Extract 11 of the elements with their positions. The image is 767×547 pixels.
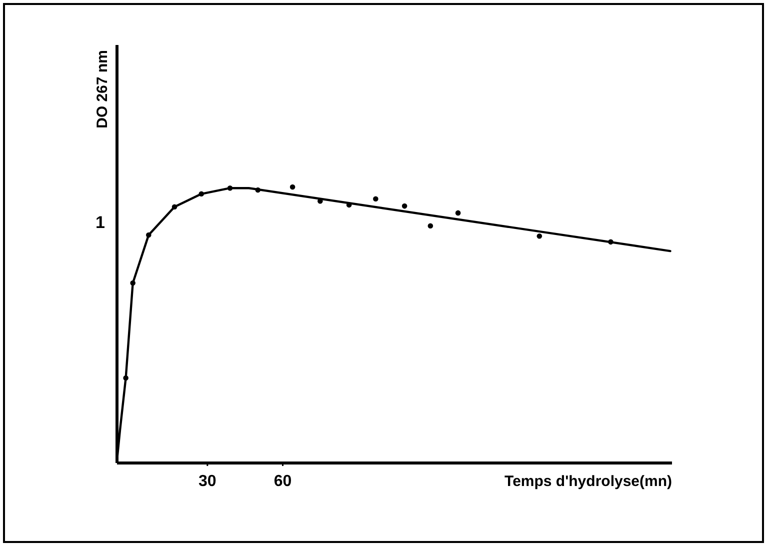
x-tick-label: 60 (274, 473, 292, 490)
point (428, 223, 434, 229)
point (290, 184, 296, 190)
text: 1 (96, 213, 105, 232)
x-axis-title: Temps d'hydrolyse(mn) (504, 473, 672, 490)
point (455, 210, 461, 216)
point (536, 233, 542, 239)
x-tick-label: 30 (198, 473, 216, 490)
point (373, 196, 378, 202)
y-axis-title: DO 267 nm (94, 50, 111, 128)
point (402, 203, 408, 209)
